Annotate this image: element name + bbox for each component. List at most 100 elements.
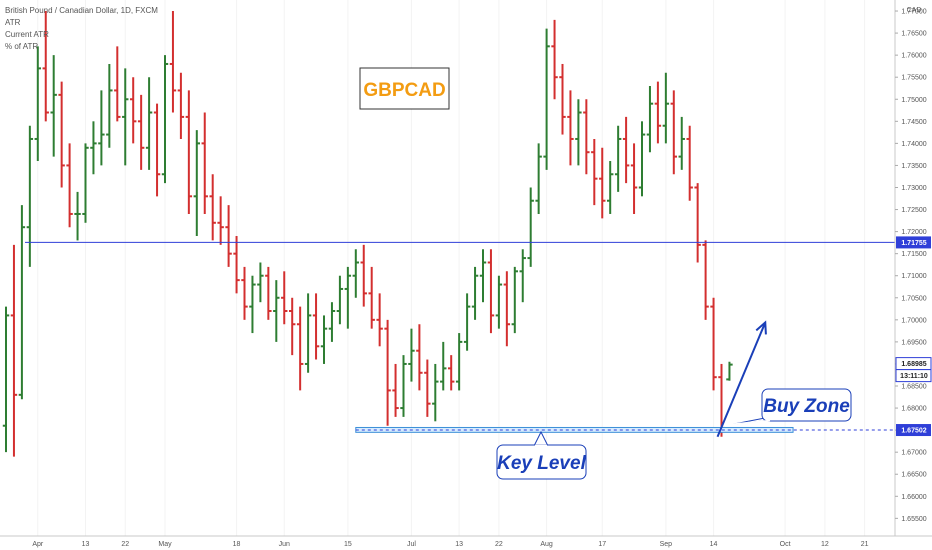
resistance-price-badge-text: 1.71755	[901, 240, 926, 247]
ohlc-bar	[376, 293, 383, 347]
price-tick-label: 1.70500	[901, 295, 926, 302]
ohlc-bar	[551, 19, 558, 100]
ohlc-bar	[726, 361, 733, 381]
chart-legend: British Pound / Canadian Dollar, 1D, FXC…	[5, 5, 158, 53]
ohlc-bar	[630, 143, 638, 214]
ohlc-bar	[448, 355, 455, 391]
price-tick-label: 1.71000	[901, 273, 926, 280]
ohlc-bar	[106, 63, 113, 148]
time-tick-label: 13	[82, 541, 90, 548]
ohlc-bar	[98, 90, 105, 166]
ohlc-bar	[678, 116, 685, 170]
ohlc-bar	[686, 125, 693, 201]
ohlc-bar	[694, 183, 701, 263]
ohlc-bar	[662, 72, 670, 144]
ohlc-bar	[217, 196, 224, 245]
ohlc-bar	[209, 174, 216, 241]
time-tick-label: 15	[344, 541, 352, 548]
ohlc-bar	[583, 99, 590, 175]
ohlc-bar	[34, 46, 41, 162]
price-axis-background	[895, 0, 932, 536]
ohlc-bar	[519, 249, 526, 303]
ohlc-bar	[543, 28, 550, 170]
ohlc-bar	[281, 271, 288, 325]
price-tick-label: 1.74000	[901, 141, 926, 148]
buy-zone-label: Buy Zone	[763, 396, 850, 417]
price-tick-label: 1.75500	[901, 75, 926, 82]
annotations: GBPCAD Buy Zone Key Level	[359, 67, 852, 480]
ohlc-bar	[193, 130, 200, 237]
price-tick-label: 1.68500	[901, 384, 926, 391]
time-tick-label: 21	[861, 541, 869, 548]
price-tick-label: 1.65500	[901, 516, 926, 523]
ohlc-bar	[455, 333, 463, 391]
legend-symbol[interactable]: British Pound / Canadian Dollar, 1D, FXC…	[5, 6, 158, 15]
levels	[25, 241, 895, 433]
ohlc-bars	[2, 11, 733, 457]
price-tick-label: 1.75000	[901, 97, 926, 104]
ohlc-bar	[471, 266, 479, 320]
ohlc-bar	[463, 293, 471, 351]
ohlc-bar	[360, 244, 367, 307]
ohlc-bar	[384, 319, 391, 426]
time-tick-label: Apr	[32, 541, 44, 548]
legend-indicator-atr[interactable]: ATR	[5, 18, 21, 27]
ohlc-bar	[408, 328, 415, 382]
ohlc-bar	[18, 205, 26, 400]
last-price-badge[interactable]: 1.68985	[895, 357, 932, 371]
price-tick-label: 1.66500	[901, 472, 926, 479]
ohlc-bar	[233, 236, 240, 294]
title-box-frame	[359, 67, 450, 110]
ohlc-bar	[328, 302, 336, 342]
ohlc-bar	[265, 266, 272, 320]
up-arrow-line	[716, 322, 767, 438]
price-tick-label: 1.73500	[901, 163, 926, 170]
ohlc-bar	[185, 90, 193, 214]
key-level-price-badge[interactable]: 1.67502	[896, 424, 931, 437]
time-axis[interactable]: Apr 13 22 May 18 Jun 15 Jul 13 22 Aug 17 Sep 14 Oct 12 2…	[0, 535, 932, 550]
ohlc-bar	[479, 249, 487, 303]
ohlc-bar	[320, 315, 328, 364]
legend-indicator-current-atr[interactable]: Current ATR	[5, 30, 49, 39]
price-tick-label: 1.69500	[901, 339, 926, 346]
ohlc-bar	[535, 143, 542, 214]
price-tick-label: 1.71500	[901, 251, 926, 258]
time-tick-label: 17	[598, 541, 606, 548]
ohlc-bar	[511, 266, 518, 334]
key-level-price-badge-bg	[896, 424, 931, 437]
key-level-price-badge-text: 1.67502	[901, 428, 926, 435]
time-tick-label: 13	[455, 541, 463, 548]
price-tick-label: 1.76500	[901, 31, 926, 38]
ohlc-bar	[392, 363, 399, 417]
price-tick-label: 1.74500	[901, 119, 926, 126]
ohlc-bar	[90, 121, 97, 175]
ohlc-bar	[646, 86, 654, 153]
ohlc-bar	[50, 55, 57, 157]
key-level-label: Key Level	[497, 453, 586, 474]
legend-indicator-percent-atr[interactable]: % of ATR	[5, 42, 39, 51]
time-tick-label: Sep	[660, 541, 673, 548]
ohlc-bar	[257, 262, 264, 303]
countdown-badge-bg	[895, 369, 932, 383]
ohlc-bar	[368, 266, 375, 329]
ohlc-bar	[614, 125, 622, 192]
ohlc-bar	[416, 324, 423, 391]
time-tick-label: 14	[710, 541, 718, 548]
ohlc-bar	[638, 121, 646, 197]
ohlc-bar	[201, 112, 208, 214]
ohlc-bar	[122, 68, 129, 166]
countdown-badge-text: 13:11:10	[900, 373, 928, 380]
resistance-price-badge[interactable]: 1.71755	[896, 236, 931, 249]
ohlc-bar	[114, 46, 121, 122]
price-tick-label: 1.67000	[901, 450, 926, 457]
ohlc-bar	[440, 341, 447, 391]
ohlc-bar	[304, 293, 312, 373]
time-tick-label: May	[158, 541, 172, 548]
ohlc-bar	[137, 94, 145, 170]
last-price-badge-text: 1.68985	[901, 361, 926, 368]
price-tick-label: 1.72000	[901, 229, 926, 236]
ohlc-bar	[130, 77, 137, 144]
countdown-badge[interactable]: 13:11:10	[895, 369, 932, 383]
